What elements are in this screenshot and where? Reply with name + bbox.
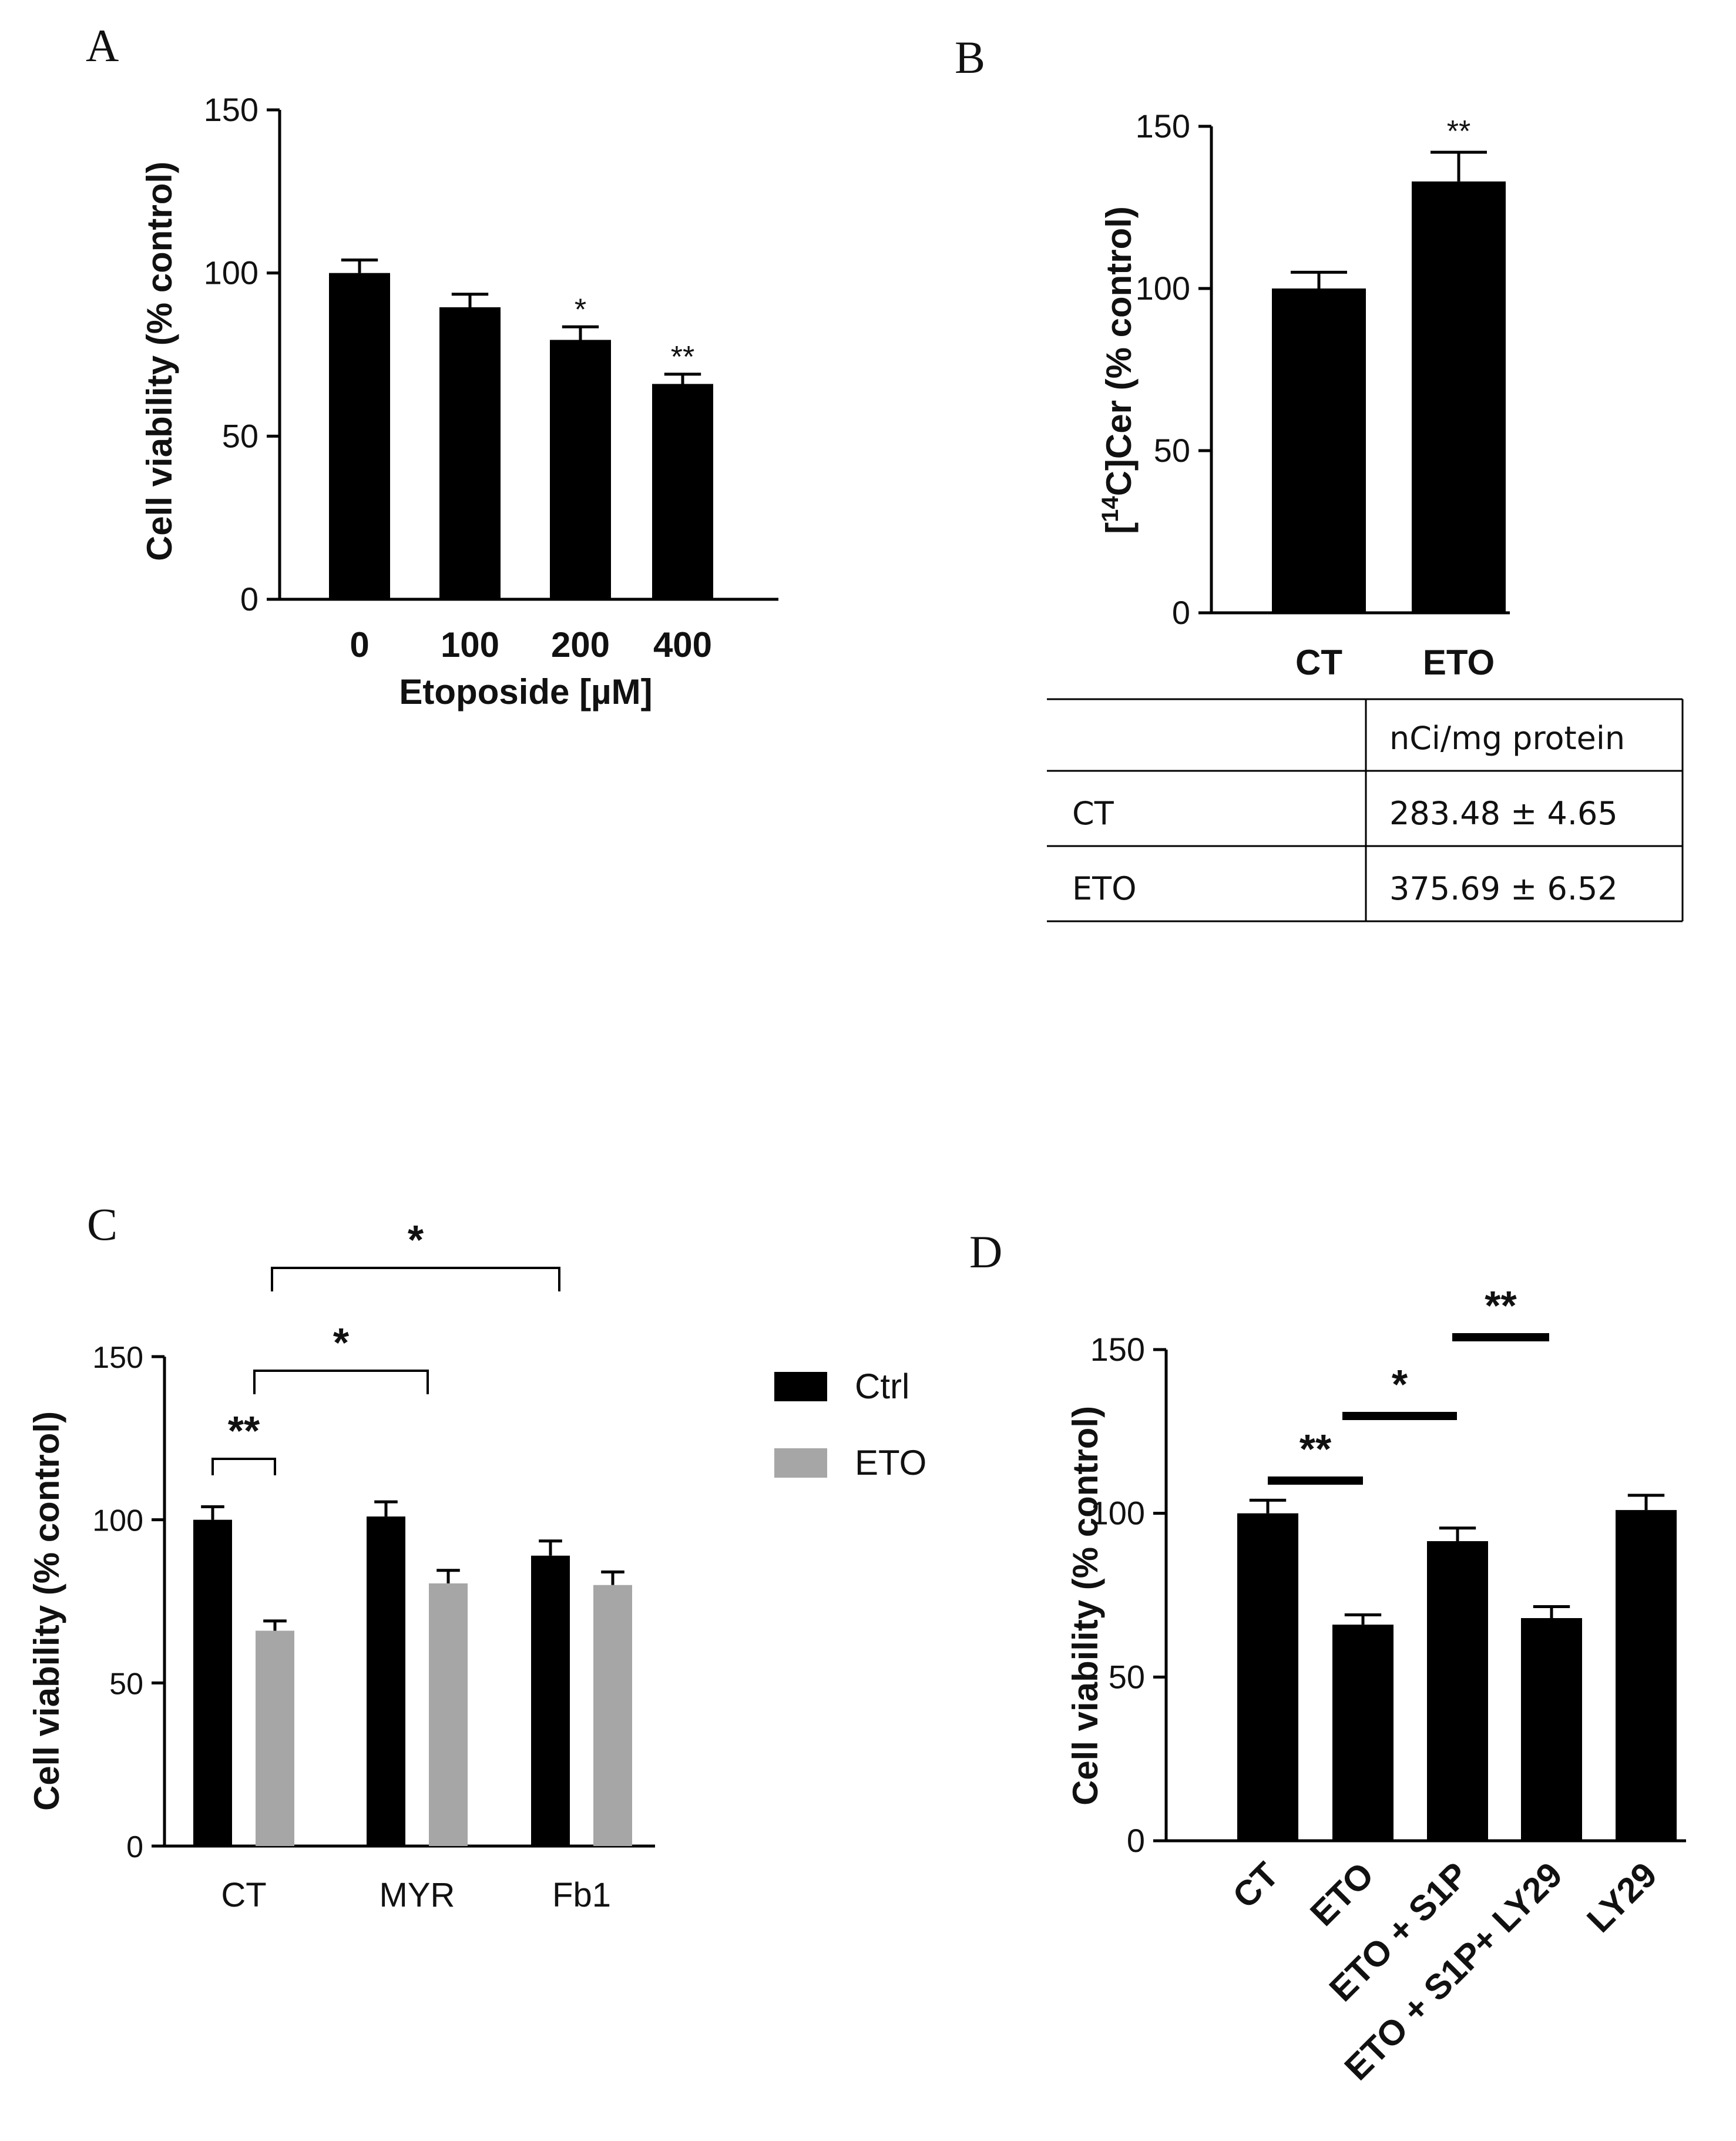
y-tick-label: 50 (222, 417, 258, 454)
significance-label: ** (228, 1408, 260, 1454)
panel-d-y-axis-label: Cell viability (% control) (1066, 1406, 1105, 1806)
panel-d-y-axis: 0 50 100 150 (1090, 1331, 1686, 1859)
y-tick-label: 50 (1109, 1658, 1145, 1695)
bar-3 (652, 384, 713, 599)
legend-swatch-eto (774, 1448, 827, 1478)
y-tick-label: 0 (126, 1830, 143, 1864)
panel-b: B 0 50 100 150 CT ETO ** [14C]Cer (% control)… (955, 32, 1684, 922)
significance-label: ** (671, 340, 694, 374)
panel-d-label: D (969, 1226, 1002, 1277)
bar-ctrl-0 (193, 1519, 232, 1846)
significance-label: * (1392, 1361, 1408, 1407)
legend-swatch-ctrl (774, 1372, 827, 1401)
panel-b-y-label-sup: 14 (1097, 496, 1123, 522)
table-row-value: 375.69 ± 6.52 (1389, 870, 1618, 907)
bar-1 (1332, 1625, 1393, 1841)
bar-4 (1616, 1510, 1677, 1841)
y-tick-label: 50 (109, 1667, 143, 1701)
y-tick-label: 0 (240, 580, 258, 618)
panel-b-y-axis: 0 50 100 150 (1136, 108, 1510, 631)
panel-a-bars: 0 100 200 * 400 ** (329, 258, 713, 665)
y-tick-label: 0 (1172, 594, 1190, 631)
bar-1 (1412, 181, 1506, 613)
significance-label: * (575, 293, 586, 327)
significance-label: ** (1485, 1283, 1517, 1328)
y-tick-label: 150 (1090, 1331, 1145, 1368)
panel-a-label: A (86, 20, 119, 71)
bar-0 (329, 273, 390, 600)
panel-b-bars: CT ETO ** (1272, 115, 1506, 682)
bar-2 (550, 340, 611, 599)
panel-d-significance: ***** (1268, 1283, 1549, 1485)
y-tick-label: 150 (204, 91, 258, 128)
y-tick-label: 150 (92, 1341, 143, 1375)
bar-eto-2 (593, 1585, 632, 1846)
table-row-label: CT (1072, 795, 1114, 832)
panel-b-table: nCi/mg protein CT 283.48 ± 4.65 ETO 375.… (1047, 698, 1684, 922)
bar-ctrl-2 (531, 1555, 570, 1846)
table-row-label: ETO (1072, 870, 1137, 907)
bar-1 (439, 307, 501, 599)
x-tick-label: ETO (1423, 643, 1495, 682)
bar-eto-0 (256, 1630, 294, 1846)
panel-c-y-axis: 0 50 100 150 (92, 1341, 655, 1864)
panel-c-y-axis-label: Cell viability (% control) (27, 1411, 66, 1811)
x-tick-label: CT (221, 1876, 266, 1914)
bar-ctrl-1 (367, 1516, 405, 1846)
x-tick-label: 100 (441, 625, 499, 665)
x-tick-label: ETO (1302, 1855, 1381, 1934)
y-tick-label: 50 (1154, 432, 1190, 469)
panel-b-y-label-post: C]Cer (% control) (1099, 206, 1139, 496)
x-tick-label: Fb1 (552, 1876, 611, 1914)
table-header-col2: nCi/mg protein (1389, 720, 1625, 757)
x-tick-label: 400 (653, 625, 712, 665)
y-tick-label: 100 (1136, 270, 1190, 307)
table-row-value: 283.48 ± 4.65 (1389, 795, 1618, 832)
panel-a-x-axis-label: Etoposide [µM] (399, 672, 652, 712)
x-tick-label: CT (1295, 643, 1342, 682)
x-tick-label: 0 (350, 625, 369, 665)
significance-label: ** (1447, 115, 1470, 149)
significance-bracket (253, 1370, 429, 1394)
panel-c-label: C (87, 1199, 117, 1250)
y-tick-label: 100 (204, 254, 258, 291)
y-tick-label: 100 (1090, 1495, 1145, 1532)
x-tick-label: CT (1225, 1855, 1286, 1916)
panel-c-significance: **** (211, 1217, 560, 1475)
panel-b-y-label-pre: [ (1099, 522, 1139, 534)
bar-eto-1 (429, 1583, 468, 1846)
panel-a-y-axis-label: Cell viability (% control) (140, 162, 179, 561)
bar-0 (1272, 288, 1366, 613)
significance-label: ** (1300, 1426, 1332, 1472)
legend-label-ctrl: Ctrl (855, 1367, 909, 1406)
bar-2 (1427, 1541, 1488, 1841)
significance-label: * (333, 1320, 350, 1365)
legend-label-eto: ETO (855, 1443, 926, 1482)
x-tick-label: 200 (551, 625, 610, 665)
significance-bracket (211, 1458, 276, 1475)
y-tick-label: 150 (1136, 108, 1190, 145)
panel-c-bars: CT MYR Fb1 (193, 1500, 632, 1914)
y-tick-label: 0 (1127, 1822, 1145, 1859)
bar-3 (1521, 1618, 1582, 1841)
bar-0 (1237, 1513, 1298, 1841)
significance-label: * (408, 1217, 424, 1263)
x-tick-label: MYR (380, 1876, 455, 1914)
x-tick-label: LY29 (1579, 1855, 1664, 1940)
panel-c-legend: Ctrl ETO (774, 1367, 926, 1482)
panel-b-y-axis-label: [14C]Cer (% control) (1097, 206, 1139, 534)
panel-a: A 0 50 100 150 0 100 200 * 400 ** Cell viability… (86, 20, 778, 712)
panel-b-label: B (955, 32, 985, 83)
y-tick-label: 100 (92, 1504, 143, 1538)
significance-bracket (271, 1267, 560, 1291)
